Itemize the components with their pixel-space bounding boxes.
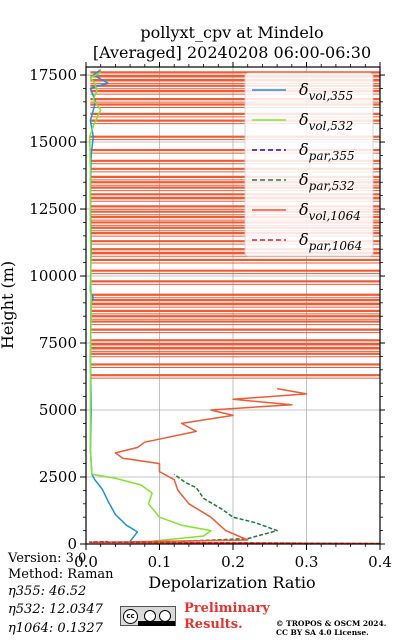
y-tick-label: 5000 xyxy=(39,401,77,419)
y-tick-label: 15000 xyxy=(29,133,77,151)
axis-ticks: 0.0 0.1 0.2 0.3 0.4 0 2500 5000 7500 10000 12500 15… xyxy=(29,62,392,571)
y-axis-label: Height (m) xyxy=(0,261,17,349)
y-tick-label: 17500 xyxy=(29,66,77,84)
cc-badge-strip xyxy=(138,621,175,626)
preliminary-results-note: Preliminary Results. xyxy=(184,601,270,633)
y-tick-label: 0 xyxy=(67,535,77,553)
x-axis-label: Depolarization Ratio xyxy=(148,573,315,592)
series-vol1064 xyxy=(88,387,380,544)
legend-label: δvol,532 xyxy=(299,110,353,133)
legend-label: δpar,532 xyxy=(299,170,355,193)
preliminary-line2: Results. xyxy=(184,617,243,632)
cc-icon: cc xyxy=(123,609,138,624)
eta355-text: η355: 46.52 xyxy=(8,584,87,599)
copyright-note: © TROPOS & OSCM 2024. CC BY SA 4.0 Licen… xyxy=(276,619,386,637)
x-tick-label: 0.1 xyxy=(148,553,172,571)
legend: δvol,355 δvol,532 δpar,355 δpar,532 δvol,106… xyxy=(244,72,374,257)
chart-title-line2: [Averaged] 20240208 06:00-06:30 xyxy=(93,43,371,62)
copyright-line1: © TROPOS & OSCM 2024. xyxy=(276,619,387,628)
y-tick-label: 7500 xyxy=(39,334,77,352)
x-tick-label: 0.3 xyxy=(295,553,319,571)
copyright-line2: CC BY SA 4.0 License. xyxy=(276,628,369,637)
version-text: Version: 3.0 xyxy=(8,551,87,566)
legend-label: δvol,355 xyxy=(299,80,353,103)
cc-license-badge: cc xyxy=(120,606,176,626)
series-vol532 xyxy=(88,71,212,543)
series-par1064 xyxy=(88,540,380,544)
x-tick-label: 0.2 xyxy=(221,553,245,571)
legend-label: δpar,1064 xyxy=(299,230,362,253)
x-tick-label: 0.0 xyxy=(74,553,98,571)
y-tick-label: 10000 xyxy=(29,267,77,285)
series-vol355 xyxy=(89,69,139,542)
eta1064-text: η1064: 0.1327 xyxy=(8,621,103,636)
series-group xyxy=(88,69,380,544)
x-tick-label: 0.4 xyxy=(368,553,392,571)
y-tick-label: 12500 xyxy=(29,200,77,218)
eta532-text: η532: 12.0347 xyxy=(8,602,103,617)
method-text: Method: Raman xyxy=(8,567,114,582)
preliminary-line1: Preliminary xyxy=(184,601,270,616)
y-tick-label: 2500 xyxy=(39,468,77,486)
legend-label: δpar,355 xyxy=(299,140,355,163)
series-par532 xyxy=(173,473,278,543)
chart-title-line1: pollyxt_cpv at Mindelo xyxy=(140,23,323,42)
legend-label: δvol,1064 xyxy=(299,200,361,223)
